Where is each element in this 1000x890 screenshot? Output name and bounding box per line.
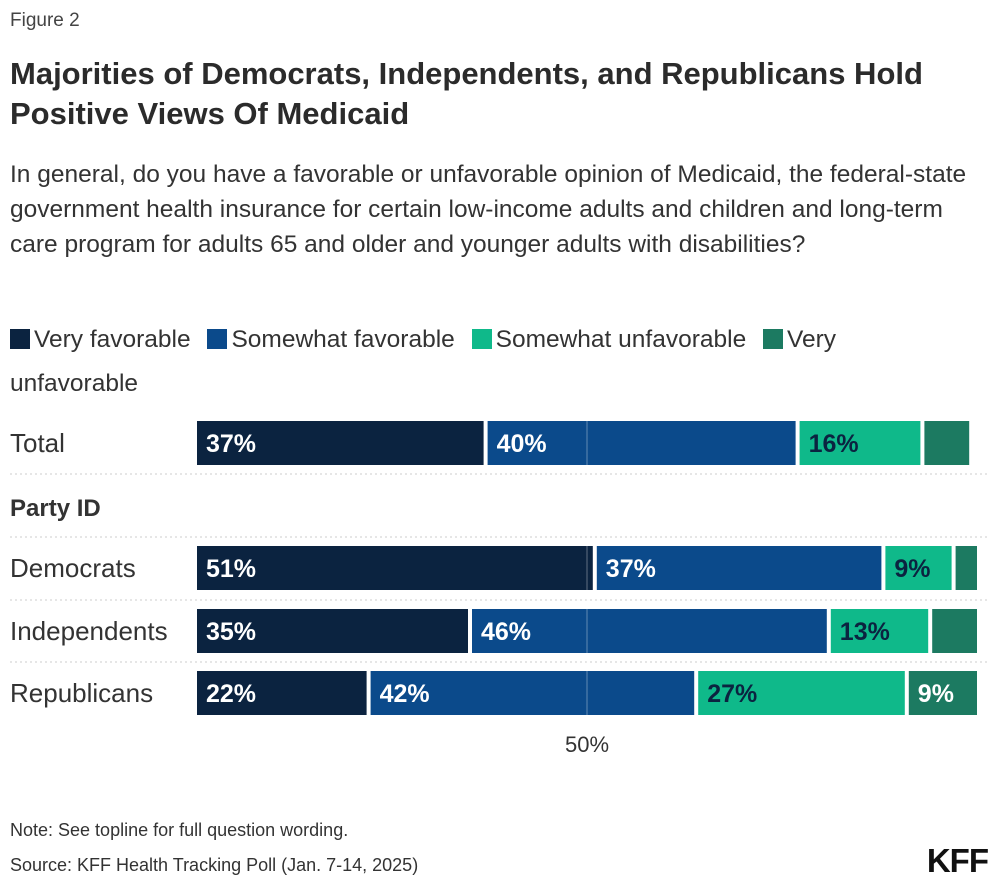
legend-swatch	[763, 329, 784, 349]
bar-very-unfavorable-independents	[932, 609, 977, 653]
data-label-very-unfavorable-republicans: 9%	[918, 680, 954, 708]
bar-somewhat-unfavorable-independents	[830, 609, 929, 653]
bar-very-unfavorable-republicans	[908, 671, 977, 715]
category-label-democrats: Democrats	[10, 553, 136, 583]
bar-very-favorable-total	[197, 421, 484, 465]
legend-label: Very unfavorable	[10, 326, 837, 397]
legend-swatch	[10, 329, 30, 349]
chart-source: Source: KFF Health Tracking Poll (Jan. 7…	[10, 855, 419, 875]
data-label-somewhat-unfavorable-independents: 13%	[840, 618, 890, 646]
bar-somewhat-favorable-independents	[472, 609, 827, 653]
kff-logo: KFF	[926, 842, 989, 879]
data-label-very-favorable-republicans: 22%	[206, 680, 256, 708]
data-label-somewhat-favorable-independents: 46%	[481, 618, 531, 646]
data-label-somewhat-favorable-democrats: 37%	[606, 555, 656, 583]
x-tick-label-50: 50%	[565, 732, 609, 757]
data-label-somewhat-unfavorable-republicans: 27%	[707, 680, 757, 708]
chart-title: Majorities of Democrats, Independents, a…	[10, 56, 923, 131]
bar-somewhat-unfavorable-republicans	[698, 671, 905, 715]
bar-somewhat-unfavorable-democrats	[885, 546, 952, 590]
bar-somewhat-favorable-republicans	[370, 671, 695, 715]
data-label-very-favorable-independents: 35%	[206, 618, 256, 646]
chart-subtitle: In general, do you have a favorable or u…	[10, 161, 967, 258]
bar-somewhat-favorable-democrats	[596, 546, 882, 590]
bar-somewhat-favorable-total	[487, 421, 796, 465]
legend-item-somewhat-unfavorable: Somewhat unfavorable	[471, 326, 747, 353]
legend: Very favorable Somewhat favorable Somewh…	[10, 318, 960, 406]
category-label-total: Total	[10, 428, 65, 458]
data-label-somewhat-favorable-total: 40%	[497, 430, 547, 458]
legend-swatch	[471, 329, 492, 349]
category-label-republicans: Republicans	[10, 678, 153, 708]
bar-very-unfavorable-democrats	[955, 546, 977, 590]
legend-swatch	[207, 329, 228, 349]
bar-very-favorable-democrats	[197, 546, 593, 590]
data-label-somewhat-unfavorable-democrats: 9%	[894, 555, 930, 583]
bar-very-favorable-republicans	[197, 671, 367, 715]
data-label-very-favorable-total: 37%	[206, 430, 256, 458]
legend-label: Very favorable	[34, 326, 191, 353]
stacked-bar-chart: Party ID Total 37% 40% 16% Democrats 51% 37% 9% I…	[10, 418, 990, 757]
figure-label: Figure 2	[10, 10, 80, 31]
legend-item-somewhat-favorable: Somewhat favorable	[207, 326, 455, 353]
data-label-very-favorable-democrats: 51%	[206, 555, 256, 583]
bar-very-unfavorable-total	[924, 421, 970, 465]
data-label-somewhat-favorable-republicans: 42%	[380, 680, 430, 708]
legend-item-very-favorable: Very favorable	[10, 326, 191, 353]
bar-somewhat-unfavorable-total	[799, 421, 921, 465]
legend-label: Somewhat favorable	[231, 326, 455, 353]
group-header-party-id: Party ID	[10, 495, 101, 522]
category-label-independents: Independents	[10, 616, 168, 646]
bar-very-favorable-independents	[197, 609, 468, 653]
chart-note: Note: See topline for full question word…	[10, 820, 349, 840]
legend-label: Somewhat unfavorable	[495, 326, 747, 353]
data-label-somewhat-unfavorable-total: 16%	[809, 430, 859, 458]
legend-item-very-unfavorable: Very unfavorable	[10, 326, 836, 397]
